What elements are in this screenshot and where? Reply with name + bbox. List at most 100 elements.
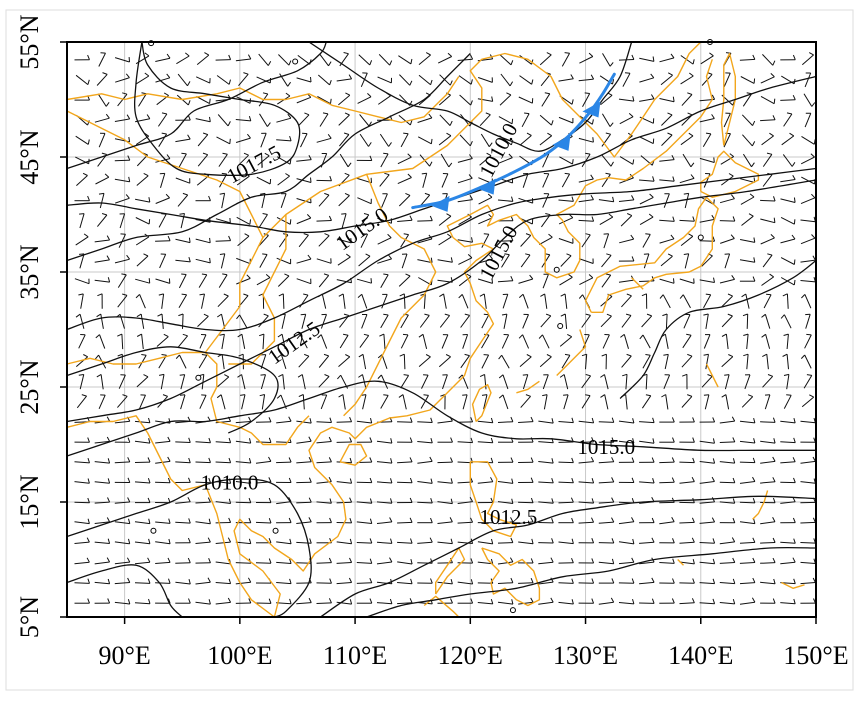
barb-feather [484, 234, 489, 235]
isobar-label: 1012.5 [479, 505, 537, 529]
barb-shaft [175, 563, 190, 564]
barb-feather [431, 139, 432, 144]
barb-feather [250, 219, 251, 224]
barb-shaft [720, 442, 735, 443]
isobar-label: 1015.0 [577, 435, 635, 459]
barb-shaft [397, 422, 412, 423]
barb-shaft [357, 543, 372, 544]
barb-feather [645, 355, 650, 356]
barb-shaft [155, 241, 170, 242]
barb-feather [301, 314, 306, 315]
barb-shaft [337, 422, 352, 423]
barb-feather [786, 395, 791, 396]
barb-shaft [559, 482, 574, 483]
barb-feather [403, 334, 408, 335]
barb-shaft [357, 583, 372, 584]
barb-shaft [155, 583, 170, 584]
y-tick-label: 35°N [15, 244, 44, 299]
barb-feather [573, 159, 574, 164]
barb-feather [311, 77, 312, 82]
barb-shaft [75, 502, 90, 503]
x-tick-label: 140°E [668, 641, 733, 670]
barb-feather [371, 278, 372, 283]
barb-shaft [397, 482, 412, 483]
station-circle [273, 528, 278, 533]
station-circle [558, 324, 563, 329]
barb-feather [585, 93, 590, 94]
station-circle [293, 59, 298, 64]
barb-shaft [659, 482, 674, 483]
barb-shaft [800, 543, 815, 544]
barb-shaft [175, 442, 190, 443]
x-tick-label: 110°E [323, 641, 387, 670]
barb-feather [674, 278, 675, 283]
barb-shaft [666, 314, 667, 329]
barb-feather [99, 193, 104, 194]
barb-feather [806, 334, 811, 335]
barb-shaft [216, 241, 231, 242]
barb-shaft [747, 314, 748, 329]
barb-feather [79, 214, 84, 215]
barb-feather [794, 219, 795, 224]
barb-shaft [740, 502, 755, 503]
barb-feather [625, 73, 630, 74]
barb-shaft [700, 543, 715, 544]
y-tick-label: 55°N [15, 14, 44, 69]
barb-shaft [317, 603, 332, 604]
barb-feather [645, 234, 650, 235]
barb-feather [210, 238, 211, 243]
barb-feather [180, 375, 185, 376]
barb-feather [403, 133, 408, 134]
barb-shaft [518, 583, 533, 584]
barb-shaft [256, 522, 271, 523]
barb-feather [79, 254, 84, 255]
barb-shaft [135, 583, 150, 584]
barb-shaft [236, 563, 251, 564]
barb-shaft [780, 100, 795, 101]
barb-shaft [518, 502, 533, 503]
barb-feather [565, 173, 570, 174]
barb-shaft [417, 221, 432, 222]
barb-feather [424, 395, 429, 396]
barb-shaft [216, 462, 231, 463]
barb-feather [290, 219, 291, 224]
barb-shaft [196, 462, 211, 463]
barb-feather [523, 375, 528, 376]
barb-shaft [317, 221, 332, 222]
barb-feather [383, 274, 388, 275]
y-tick-label: 25°N [15, 359, 44, 414]
barb-feather [383, 153, 388, 154]
barb-shaft [760, 543, 775, 544]
barb-feather [311, 178, 312, 183]
barb-feather [684, 254, 689, 255]
barb-feather [704, 395, 709, 396]
barb-shaft [283, 294, 284, 309]
barb-shaft [720, 221, 735, 222]
barb-feather [230, 139, 231, 144]
barb-feather [261, 375, 266, 376]
barb-feather [726, 53, 731, 54]
barb-shaft [498, 543, 513, 544]
barb-shaft [720, 482, 735, 483]
barb-feather [181, 274, 186, 275]
x-tick-label: 100°E [207, 641, 272, 670]
barb-shaft [236, 502, 251, 503]
station-circle [510, 608, 515, 613]
barb-feather [141, 355, 146, 356]
isobar-label: 1010.0 [201, 471, 259, 495]
barb-shaft [276, 462, 291, 463]
barb-feather [766, 294, 771, 295]
barb-shaft [155, 482, 170, 483]
station-circle [151, 528, 156, 533]
barb-feather [210, 258, 211, 263]
barb-shaft [760, 200, 775, 201]
barb-feather [684, 193, 689, 194]
barb-feather [149, 278, 150, 283]
y-tick-label: 15°N [15, 474, 44, 529]
station-circle [554, 267, 559, 272]
barb-feather [181, 153, 186, 154]
barb-feather [220, 254, 225, 255]
barb-shaft [599, 422, 614, 423]
barb-feather [422, 173, 427, 174]
